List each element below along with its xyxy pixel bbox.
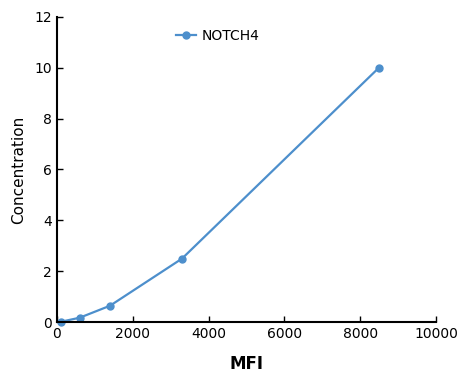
X-axis label: MFI: MFI (229, 355, 264, 373)
Legend: NOTCH4: NOTCH4 (170, 24, 265, 49)
NOTCH4 (77, 315, 83, 320)
Line: NOTCH4: NOTCH4 (57, 64, 383, 325)
Y-axis label: Concentration: Concentration (11, 115, 26, 223)
NOTCH4 (107, 303, 113, 308)
NOTCH4 (179, 256, 185, 261)
NOTCH4 (376, 65, 382, 70)
NOTCH4 (58, 319, 63, 324)
